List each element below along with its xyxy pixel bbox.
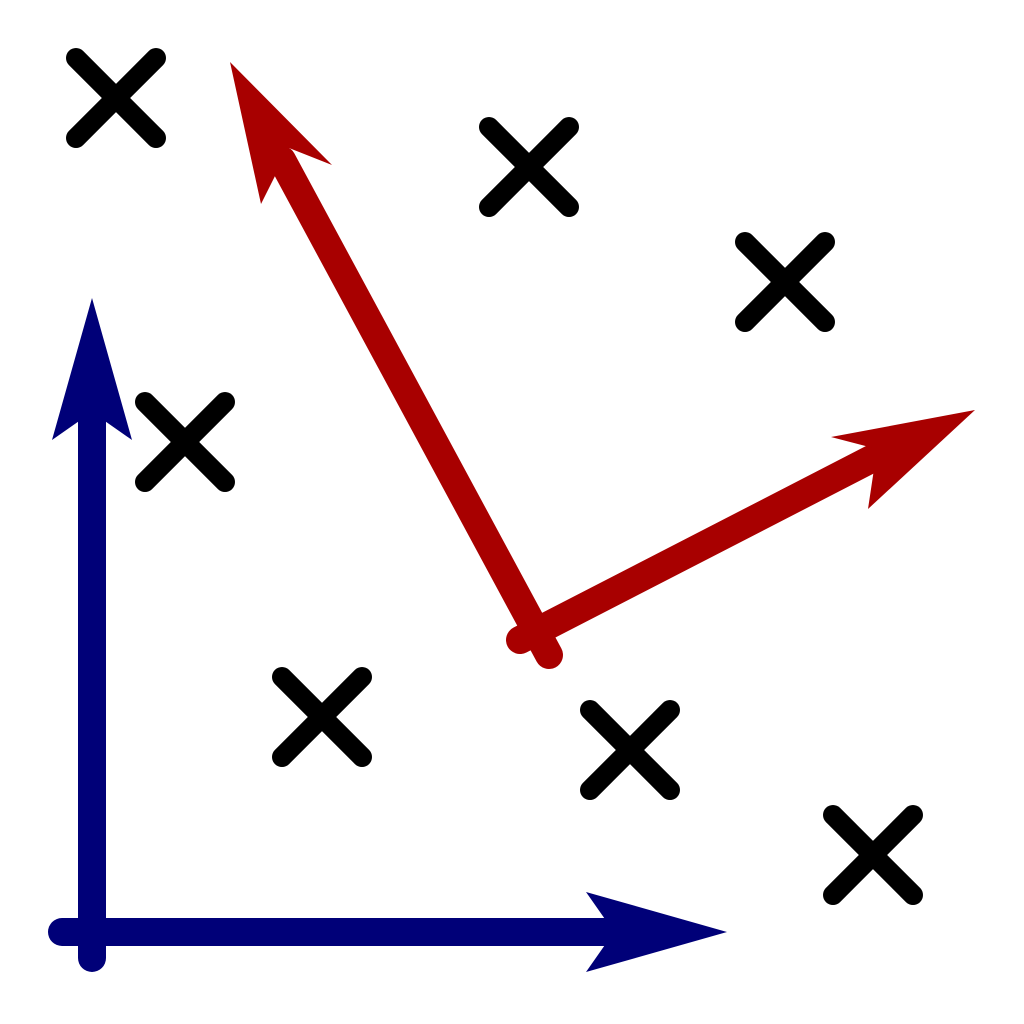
rotated-axis-2-shaft — [268, 146, 563, 669]
original-axes — [48, 298, 727, 972]
data-point — [580, 700, 680, 800]
data-point — [479, 117, 579, 217]
data-point — [735, 232, 835, 332]
rotated-axes — [230, 62, 975, 669]
data-point — [272, 667, 372, 767]
rotated-axis-1-arrowhead-icon — [831, 410, 975, 509]
data-point — [823, 805, 923, 905]
data-point — [135, 392, 235, 492]
original-y-axis-arrowhead-icon — [52, 298, 132, 440]
data-point — [66, 48, 166, 148]
rotated-axis-1-shaft — [506, 438, 899, 654]
original-x-axis-arrowhead-icon — [586, 892, 727, 972]
rotated-axis-2-arrowhead-icon — [230, 62, 332, 204]
